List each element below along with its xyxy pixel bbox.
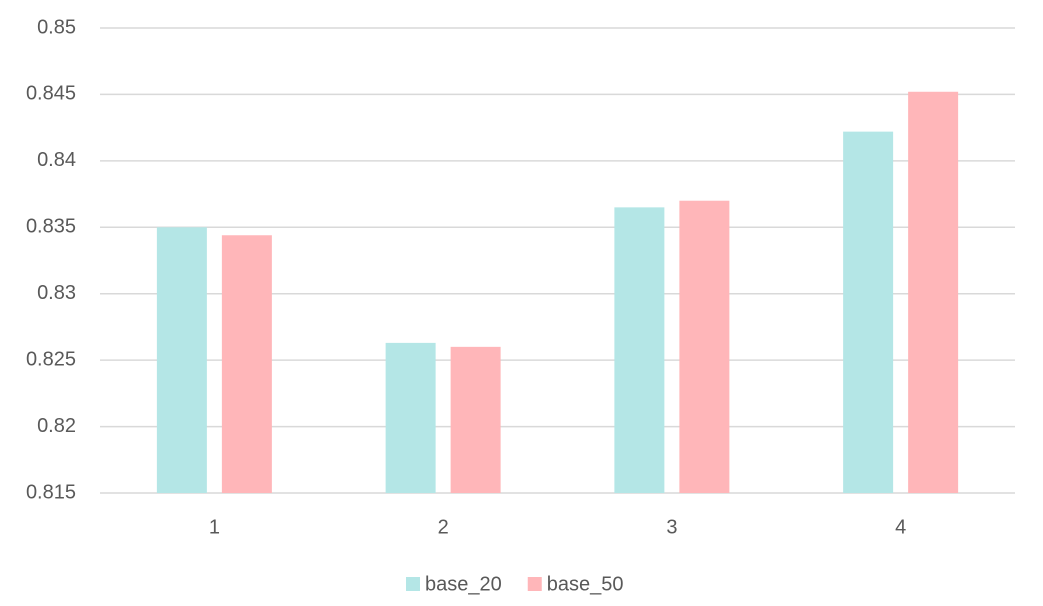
legend-swatch	[527, 577, 542, 591]
legend-label: base_50	[547, 573, 624, 595]
x-tick-label: 2	[438, 516, 449, 538]
bar	[385, 342, 436, 493]
bar	[156, 227, 207, 494]
y-tick-label: 0.84	[37, 149, 76, 171]
bar	[843, 131, 894, 493]
legend-label: base_20	[425, 573, 502, 595]
bar	[614, 207, 665, 493]
bar	[679, 200, 730, 493]
x-tick-label: 1	[209, 516, 220, 538]
bar	[908, 91, 959, 494]
y-tick-label: 0.845	[26, 83, 76, 105]
bar	[221, 235, 272, 493]
y-tick-label: 0.835	[26, 216, 76, 238]
y-tick-label: 0.82	[37, 415, 76, 437]
y-tick-label: 0.83	[37, 282, 76, 304]
y-tick-label: 0.815	[26, 481, 76, 503]
legend-swatch	[406, 577, 420, 591]
bar	[450, 346, 501, 493]
x-tick-label: 3	[666, 516, 677, 538]
y-tick-label: 0.825	[26, 348, 76, 370]
y-tick-label: 0.85	[37, 16, 76, 38]
x-tick-label: 4	[895, 516, 906, 538]
